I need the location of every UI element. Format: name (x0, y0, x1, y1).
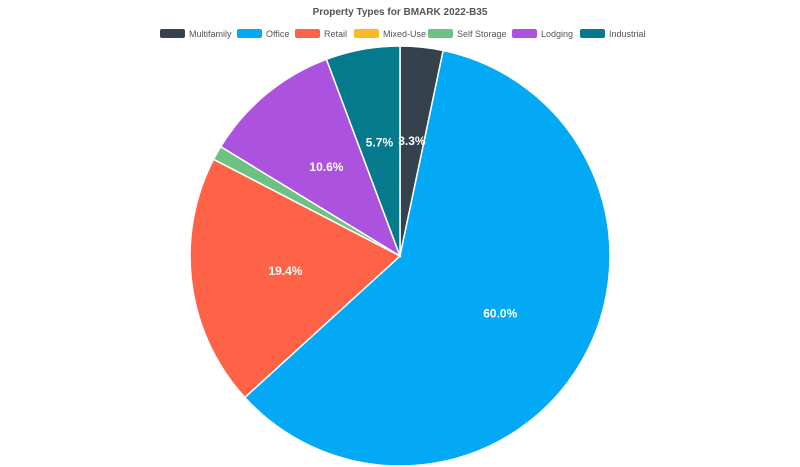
slice-label-lodging: 10.6% (309, 160, 343, 174)
legend-label-retail[interactable]: Retail (324, 29, 347, 39)
legend-swatch-retail[interactable] (295, 29, 320, 38)
legend-swatch-office[interactable] (237, 29, 262, 38)
legend-swatch-self-storage[interactable] (428, 29, 453, 38)
legend-label-self-storage[interactable]: Self Storage (457, 29, 507, 39)
slice-labels: 3.3% 60.0% 19.4% 10.6% 5.7% (268, 134, 517, 320)
legend-label-lodging[interactable]: Lodging (541, 29, 573, 39)
legend-label-industrial[interactable]: Industrial (609, 29, 646, 39)
slice-label-multifamily: 3.3% (398, 134, 426, 148)
pie-slice-industrial[interactable] (325, 45, 401, 257)
pie-slices (189, 45, 611, 467)
legend: Multifamily Office Retail Mixed-Use Self Sto… (160, 29, 646, 39)
legend-label-multifamily[interactable]: Multifamily (189, 29, 232, 39)
legend-label-mixed-use[interactable]: Mixed-Use (383, 29, 426, 39)
legend-swatch-lodging[interactable] (512, 29, 537, 38)
slice-label-office: 60.0% (483, 306, 517, 320)
chart-title: Property Types for BMARK 2022-B35 (313, 7, 488, 18)
legend-swatch-multifamily[interactable] (160, 29, 185, 38)
pie-slice-lodging[interactable] (219, 58, 402, 258)
slice-label-retail: 19.4% (268, 264, 302, 278)
legend-swatch-mixed-use[interactable] (354, 29, 379, 38)
legend-label-office[interactable]: Office (266, 29, 289, 39)
legend-swatch-industrial[interactable] (580, 29, 605, 38)
slice-label-industrial: 5.7% (366, 135, 394, 149)
pie-slice-retail[interactable] (189, 158, 402, 399)
pie-slice-office[interactable] (243, 49, 611, 467)
